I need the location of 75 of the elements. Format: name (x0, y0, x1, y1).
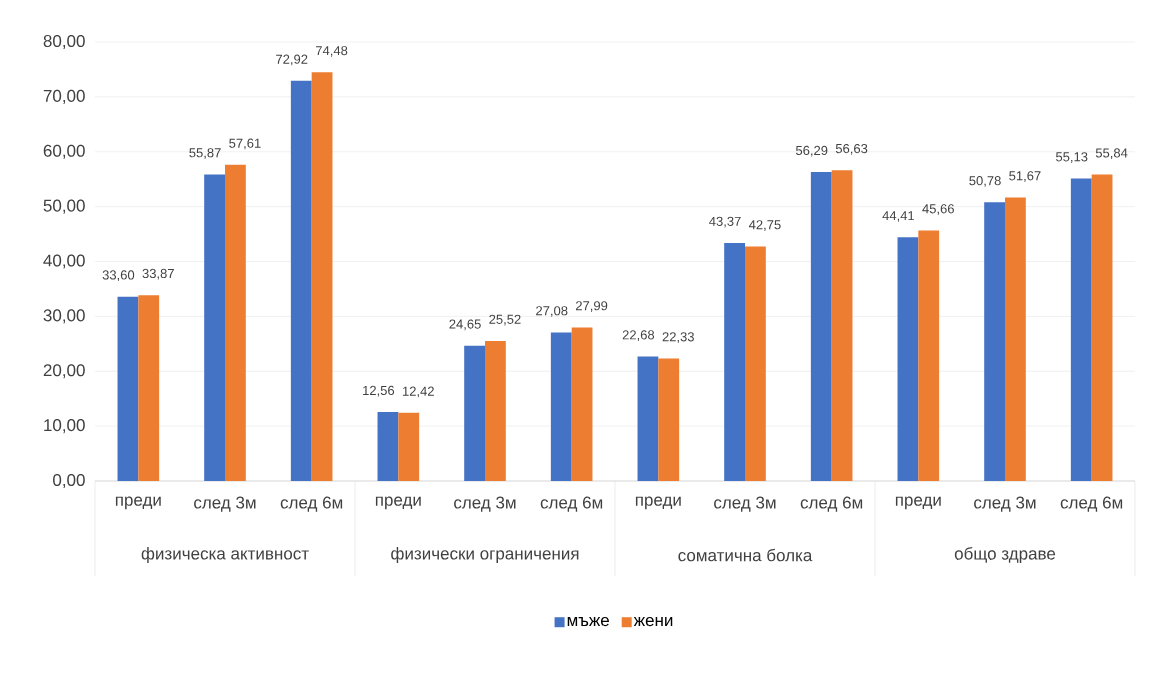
data-label: 27,99 (575, 301, 608, 312)
data-label: 24,65 (449, 319, 481, 331)
bar (984, 202, 1005, 481)
x-tick-label: след 3м (974, 496, 1036, 512)
y-tick-label: 0,00 (53, 473, 85, 489)
data-label: 55,87 (189, 148, 221, 159)
data-label: 56,63 (835, 143, 868, 155)
bar (918, 230, 940, 481)
bar (571, 327, 593, 481)
y-tick-label: 80,00 (43, 34, 85, 50)
legend-label: мъже (567, 616, 609, 627)
bar (485, 340, 506, 481)
x-tick-label: след 6м (1060, 496, 1123, 512)
text: физически ограничения (391, 547, 579, 563)
bar (550, 332, 572, 481)
text: соматична болка (678, 548, 813, 562)
data-label: 43,37 (709, 216, 741, 228)
bar (464, 345, 485, 481)
data-label: 22,68 (622, 330, 655, 342)
data-label: 56,29 (795, 145, 828, 157)
data-label: 42,75 (748, 220, 781, 231)
bar (1004, 197, 1026, 481)
data-label: 12,56 (363, 385, 395, 397)
y-tick-label: 70,00 (43, 89, 85, 104)
data-label: 33,87 (142, 268, 174, 280)
y-tick-label: 50,00 (43, 199, 85, 214)
text: общо здраве (954, 547, 1056, 563)
y-tick-label: 60,00 (43, 144, 85, 159)
x-tick-label: преди (895, 496, 941, 510)
x-tick-label: след 6м (280, 496, 343, 512)
bar (117, 296, 139, 481)
data-label: 72,92 (276, 54, 308, 66)
x-tick-label: след 3м (714, 496, 776, 512)
bar (658, 358, 680, 481)
y-tick-label: 40,00 (43, 254, 85, 269)
bar (745, 246, 766, 481)
y-tick-label: 10,00 (44, 419, 85, 434)
x-tick-label: преди (115, 496, 161, 510)
x-tick-label: преди (635, 496, 681, 510)
x-tick-label: след 3м (194, 496, 256, 512)
data-label: 74,48 (316, 46, 348, 57)
x-tick-label: след 3м (454, 496, 516, 512)
legend-label: жени (633, 616, 673, 627)
bar (311, 72, 333, 481)
bar (724, 243, 745, 481)
bar (398, 412, 420, 481)
bar (138, 295, 160, 481)
bar (831, 170, 853, 481)
data-label: 45,66 (922, 204, 954, 215)
bar (637, 356, 659, 481)
bar (377, 412, 399, 481)
data-label: 27,08 (536, 306, 568, 317)
bar (204, 174, 225, 481)
bar (810, 172, 832, 481)
text: физическа активност (141, 547, 309, 563)
data-label: 33,60 (102, 270, 135, 282)
bar (1091, 174, 1113, 481)
x-tick-label: преди (375, 496, 421, 510)
data-label: 51,67 (1009, 171, 1041, 182)
bar (225, 164, 246, 481)
bar (1070, 178, 1092, 481)
bar (290, 80, 312, 481)
data-label: 50,78 (969, 176, 1001, 187)
y-tick-label: 20,00 (43, 364, 85, 379)
x-tick-label: след 6м (540, 496, 603, 512)
data-label: 44,41 (882, 211, 915, 222)
bar (897, 237, 919, 481)
x-tick-label: след 6м (800, 496, 863, 512)
data-label: 25,52 (489, 314, 521, 326)
data-label: 55,84 (1095, 148, 1128, 160)
data-label: 12,42 (402, 386, 434, 398)
data-label: 22,33 (662, 332, 694, 343)
data-label: 57,61 (229, 138, 261, 150)
data-label: 55,13 (1055, 152, 1088, 163)
y-tick-label: 30,00 (43, 309, 85, 324)
